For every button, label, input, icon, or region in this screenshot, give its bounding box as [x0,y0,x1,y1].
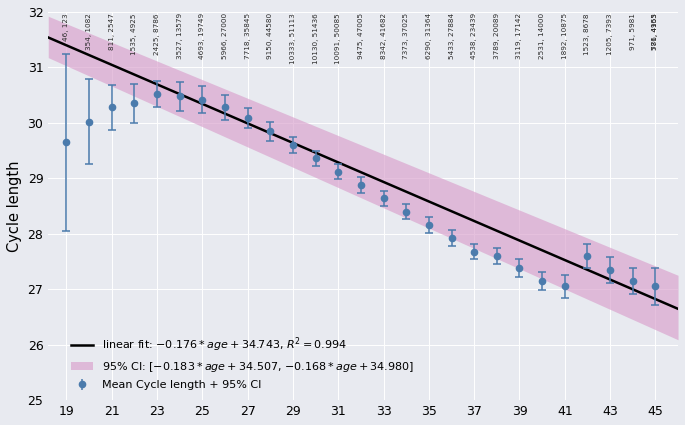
Text: 6290, 31364: 6290, 31364 [426,13,432,59]
Text: 971, 5981: 971, 5981 [630,13,636,50]
Text: 10091, 50085: 10091, 50085 [335,13,341,64]
Text: 3527, 13579: 3527, 13579 [177,13,183,59]
Text: 9150, 44580: 9150, 44580 [267,13,273,59]
Y-axis label: Cycle length: Cycle length [7,160,22,252]
Text: 2425, 8786: 2425, 8786 [154,13,160,54]
Text: 46, 123: 46, 123 [63,13,69,41]
Text: 586, 4155: 586, 4155 [652,13,658,50]
Text: 10130, 51436: 10130, 51436 [312,13,319,64]
Text: 1523, 8678: 1523, 8678 [584,13,590,54]
Text: 10333, 51113: 10333, 51113 [290,13,296,64]
Text: 2531, 14000: 2531, 14000 [539,13,545,59]
Text: 1892, 10875: 1892, 10875 [562,13,568,59]
Text: 7373, 37025: 7373, 37025 [403,13,409,59]
Text: 3789, 20089: 3789, 20089 [494,13,500,59]
Text: 354, 1082: 354, 1082 [86,13,92,50]
Text: 4538, 23439: 4538, 23439 [471,13,477,59]
Text: 1535, 4925: 1535, 4925 [132,13,137,54]
Text: 8342, 41682: 8342, 41682 [381,13,386,59]
Text: 1205, 7393: 1205, 7393 [607,13,613,54]
Text: 811, 2547: 811, 2547 [109,13,114,50]
Text: 4693, 19749: 4693, 19749 [199,13,205,59]
Text: 5433, 27884: 5433, 27884 [449,13,455,59]
Text: 3119, 17142: 3119, 17142 [516,13,523,59]
Text: 7718, 35845: 7718, 35845 [245,13,251,59]
Legend: linear fit: $-0.176*age+34.743$, $\mathit{R}^2=0.994$, 95% CI: [$-0.183*age+34.5: linear fit: $-0.176*age+34.743$, $\mathi… [66,331,419,395]
Text: 5966, 27000: 5966, 27000 [222,13,228,59]
Text: 9475, 47005: 9475, 47005 [358,13,364,59]
Text: 771, 4963: 771, 4963 [652,13,658,50]
